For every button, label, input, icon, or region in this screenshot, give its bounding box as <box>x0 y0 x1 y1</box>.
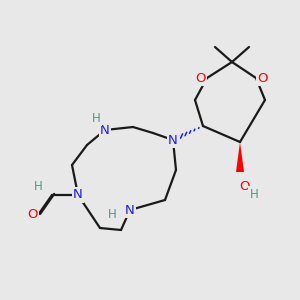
Text: H: H <box>92 112 100 124</box>
Text: H: H <box>34 181 42 194</box>
Text: O: O <box>239 179 249 193</box>
Text: O: O <box>258 71 268 85</box>
Text: N: N <box>125 203 135 217</box>
Text: O: O <box>195 71 205 85</box>
Polygon shape <box>236 142 244 172</box>
Text: N: N <box>168 134 178 146</box>
Text: O: O <box>27 208 37 221</box>
Text: N: N <box>73 188 83 202</box>
Text: H: H <box>250 188 258 200</box>
Text: H: H <box>108 208 116 220</box>
Text: N: N <box>100 124 110 136</box>
